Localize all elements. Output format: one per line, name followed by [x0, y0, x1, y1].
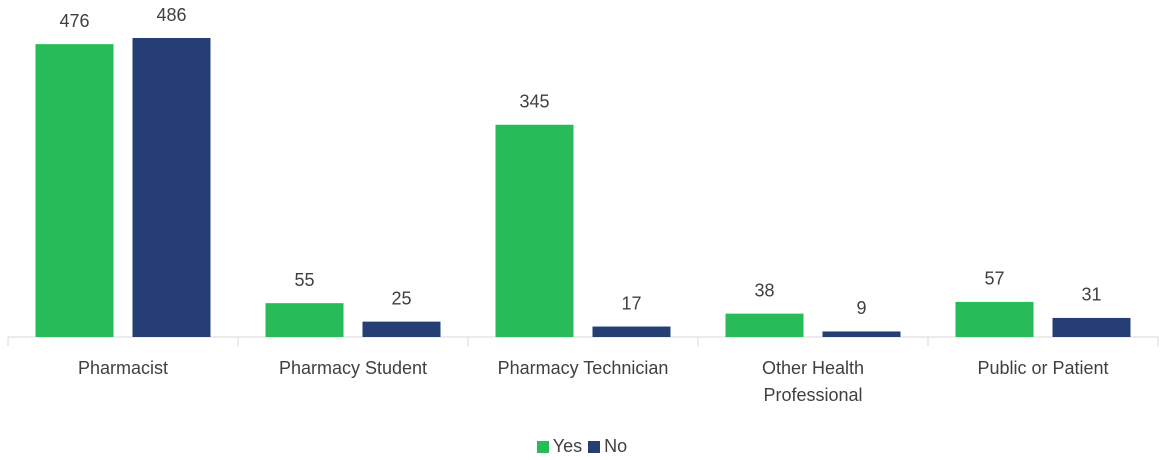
legend-swatch [588, 441, 601, 453]
bar [955, 301, 1034, 337]
data-label: 31 [1081, 285, 1101, 305]
bar [592, 326, 671, 337]
legend-item: No [588, 436, 627, 457]
legend-item: Yes [536, 436, 583, 457]
bar [132, 38, 211, 337]
data-label: 17 [621, 293, 641, 313]
bar [1052, 317, 1131, 337]
data-label: 9 [856, 298, 866, 318]
legend-swatch [536, 441, 549, 453]
data-label: 345 [519, 91, 549, 111]
bar [725, 313, 804, 337]
bar [822, 331, 901, 337]
data-label: 476 [59, 11, 89, 31]
legend-label: Yes [552, 436, 583, 456]
legend-label: No [604, 436, 628, 456]
data-label: 57 [984, 269, 1004, 289]
data-label: 55 [294, 270, 314, 290]
legend: Yes No [0, 436, 1164, 457]
x-tick-label: Pharmacy Technician [497, 358, 669, 378]
bar [362, 321, 441, 337]
bar [35, 44, 114, 338]
data-label: 25 [391, 288, 411, 308]
x-tick-label: Pharmacy Student [278, 358, 428, 378]
x-tick-label: Public or Patient [977, 358, 1109, 378]
bar [265, 303, 344, 337]
x-tick-label: Pharmacist [77, 358, 169, 378]
x-tick-label: Other Health Professional [761, 358, 865, 405]
data-label: 38 [754, 280, 774, 300]
data-label: 486 [156, 5, 186, 25]
bar [495, 124, 574, 337]
